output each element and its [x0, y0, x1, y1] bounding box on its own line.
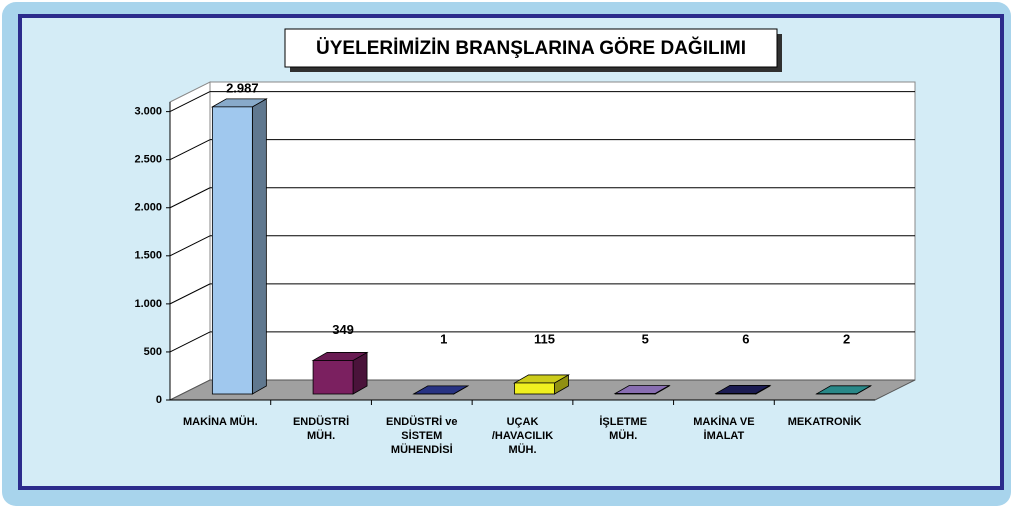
- value-label: 1: [440, 331, 447, 346]
- value-label: 5: [642, 331, 649, 346]
- value-label: 6: [742, 331, 749, 346]
- x-tick-label: MAKİNA VE: [693, 415, 754, 428]
- x-tick-label: MÜHENDİSİ: [391, 443, 453, 456]
- y-tick-label: 1.000: [134, 298, 162, 310]
- x-tick-label: ENDÜSTRİ: [293, 415, 349, 428]
- x-tick-label: MÜH.: [508, 443, 536, 456]
- x-tick-label: MÜH.: [609, 429, 637, 442]
- x-tick-label: MAKİNA MÜH.: [183, 415, 258, 428]
- y-tick-label: 0: [156, 394, 162, 406]
- y-tick-label: 3.000: [134, 106, 162, 118]
- back-wall: [210, 82, 915, 380]
- x-tick-label: MEKATRONİK: [788, 415, 862, 428]
- y-tick-label: 2.500: [134, 154, 162, 166]
- x-tick-label: SİSTEM: [401, 429, 442, 442]
- x-tick-label: MÜH.: [307, 429, 335, 442]
- value-label: 349: [332, 322, 354, 337]
- x-tick-label: İMALAT: [704, 429, 745, 442]
- value-label: 115: [534, 331, 555, 346]
- bar: [212, 107, 252, 394]
- y-tick-label: 2.000: [134, 202, 162, 214]
- x-tick-label: ENDÜSTRİ ve: [386, 415, 458, 428]
- value-label: 2: [843, 331, 850, 346]
- value-label: 2.987: [226, 80, 259, 95]
- x-tick-label: /HAVACILIK: [492, 430, 553, 442]
- bar: [716, 393, 756, 394]
- x-tick-label: UÇAK: [507, 416, 539, 428]
- bar: [313, 360, 353, 394]
- y-tick-label: 500: [144, 346, 162, 358]
- x-tick-label: İŞLETME: [599, 415, 647, 428]
- y-tick-label: 1.500: [134, 250, 162, 262]
- chart-title: ÜYELERİMİZİN BRANŞLARINA GÖRE DAĞILIMI: [316, 37, 746, 59]
- bar-side: [252, 99, 266, 394]
- bar: [515, 383, 555, 394]
- side-wall: [170, 82, 210, 400]
